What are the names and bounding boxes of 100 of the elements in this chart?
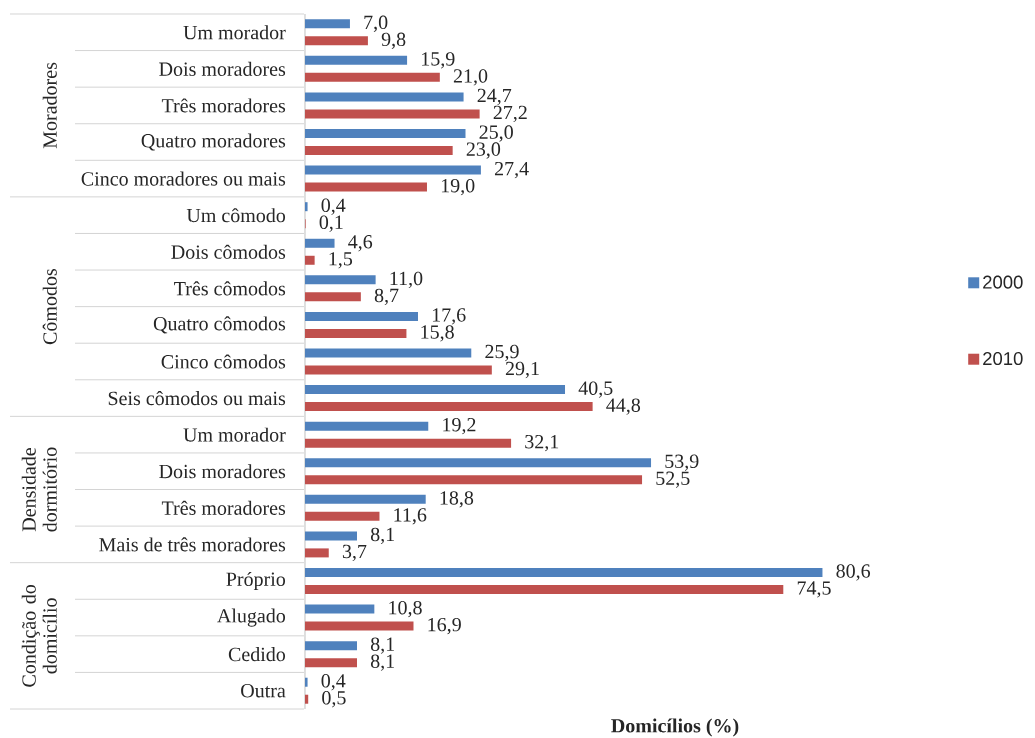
x-axis-title: Domicílios (%) — [611, 718, 739, 737]
y-tick-label: Quatro cômodos — [153, 316, 286, 334]
data-label: 19,0 — [441, 178, 475, 196]
bar — [305, 348, 472, 358]
bar — [305, 129, 466, 139]
y-tick-label: Cedido — [228, 647, 286, 662]
data-label: 3,7 — [342, 544, 367, 562]
bar — [305, 19, 350, 29]
bar — [305, 641, 357, 651]
bar — [305, 92, 464, 102]
bar — [305, 365, 492, 375]
bar — [305, 567, 823, 577]
data-label: 27,2 — [493, 105, 527, 123]
data-label: 25,0 — [479, 125, 513, 142]
bar — [305, 238, 335, 248]
bar — [305, 421, 429, 431]
y-tick-label: Alugado — [217, 608, 286, 627]
data-label: 0,4 — [321, 198, 346, 215]
bar — [305, 694, 309, 704]
data-label: 27,4 — [494, 161, 529, 179]
bar — [305, 109, 480, 119]
bar — [305, 621, 414, 631]
bar — [305, 55, 408, 65]
y-tick-label: Cinco moradores ou mais — [81, 171, 286, 186]
y-tick-label: Três moradores — [161, 500, 286, 515]
bar — [305, 494, 426, 504]
data-label: 29,1 — [505, 361, 539, 379]
bar — [305, 311, 418, 321]
data-label: 16,9 — [428, 617, 461, 635]
data-label: 25,9 — [485, 344, 519, 362]
data-label: 80,6 — [836, 564, 871, 581]
legend-label: 2010 — [983, 352, 1023, 366]
y-tick-label: Seis cômodos ou mais — [108, 391, 286, 406]
data-label: 32,1 — [525, 435, 559, 452]
data-label: 17,6 — [432, 308, 466, 325]
data-label: 0,1 — [319, 215, 343, 232]
y-tick-label: Próprio — [226, 571, 286, 591]
y-tick-label: Três moradores — [161, 98, 286, 113]
y-tick-label: Mais de três moradores — [99, 537, 286, 552]
data-label: 11,6 — [394, 508, 427, 525]
data-label: 74,5 — [797, 581, 831, 598]
bar — [305, 658, 357, 668]
legend-label: 2000 — [983, 275, 1023, 289]
data-label: 1,5 — [329, 252, 353, 269]
data-label: 18,8 — [440, 491, 474, 508]
bar — [305, 584, 784, 594]
bar — [305, 182, 427, 192]
data-label: 8,1 — [370, 637, 394, 654]
y-tick-label: Dois moradores — [159, 464, 286, 479]
data-label: 53,9 — [665, 454, 699, 471]
y-tick-label: Três cômodos — [174, 281, 286, 296]
y-tick-label: Outra — [241, 683, 286, 698]
data-label: 15,9 — [422, 52, 455, 69]
data-label: 7,0 — [364, 15, 388, 32]
bar — [305, 475, 643, 485]
data-label: 0,5 — [322, 691, 346, 708]
text: Condição do domicílio — [21, 584, 57, 687]
text: Moradores — [42, 62, 57, 149]
bar — [305, 438, 512, 448]
data-label: 11,0 — [390, 271, 423, 289]
bar — [305, 292, 361, 302]
bar — [305, 36, 368, 46]
data-label: 23,0 — [466, 142, 501, 159]
y-tick-label: Um morador — [183, 427, 286, 442]
data-label: 4,6 — [348, 235, 373, 252]
y-tick-label: Cinco cômodos — [161, 354, 286, 369]
data-label: 15,8 — [421, 325, 454, 342]
bar — [305, 677, 308, 687]
y-tick-label: Um morador — [183, 25, 286, 40]
data-label: 10,8 — [389, 600, 422, 618]
data-label: 19,2 — [443, 418, 476, 435]
y-tick-label: Dois cômodos — [171, 244, 286, 259]
bar — [305, 604, 375, 614]
data-label: 52,5 — [656, 471, 690, 488]
y-tick-label: Um cômodo — [186, 208, 286, 223]
data-label: 0,4 — [321, 674, 346, 691]
text: Cômodos — [42, 269, 57, 345]
bar — [305, 385, 566, 395]
y-tick-label: Dois moradores — [159, 61, 286, 76]
bar — [305, 531, 357, 541]
bar — [305, 72, 440, 82]
bar — [305, 548, 329, 558]
bar — [305, 202, 308, 212]
bar — [305, 275, 376, 285]
bar — [305, 328, 407, 338]
data-label: 44,8 — [606, 398, 641, 415]
data-label: 8,1 — [370, 527, 394, 545]
bar — [305, 255, 315, 265]
data-label: 21,0 — [453, 69, 488, 86]
bar — [305, 402, 593, 412]
data-label: 8,7 — [374, 288, 399, 306]
data-label: 24,7 — [477, 88, 512, 106]
text: Densidade dormitório — [21, 447, 57, 532]
data-label: 8,1 — [370, 654, 394, 671]
bar — [305, 165, 481, 175]
y-tick-label: Quatro moradores — [141, 133, 286, 151]
data-label: 40,5 — [578, 381, 613, 398]
bar — [305, 146, 453, 156]
bar — [305, 511, 380, 521]
data-label: 9,8 — [381, 32, 406, 49]
